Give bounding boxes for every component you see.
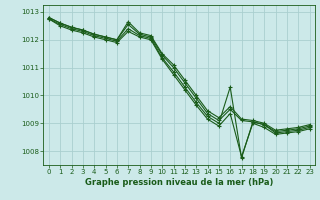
X-axis label: Graphe pression niveau de la mer (hPa): Graphe pression niveau de la mer (hPa): [85, 178, 273, 187]
